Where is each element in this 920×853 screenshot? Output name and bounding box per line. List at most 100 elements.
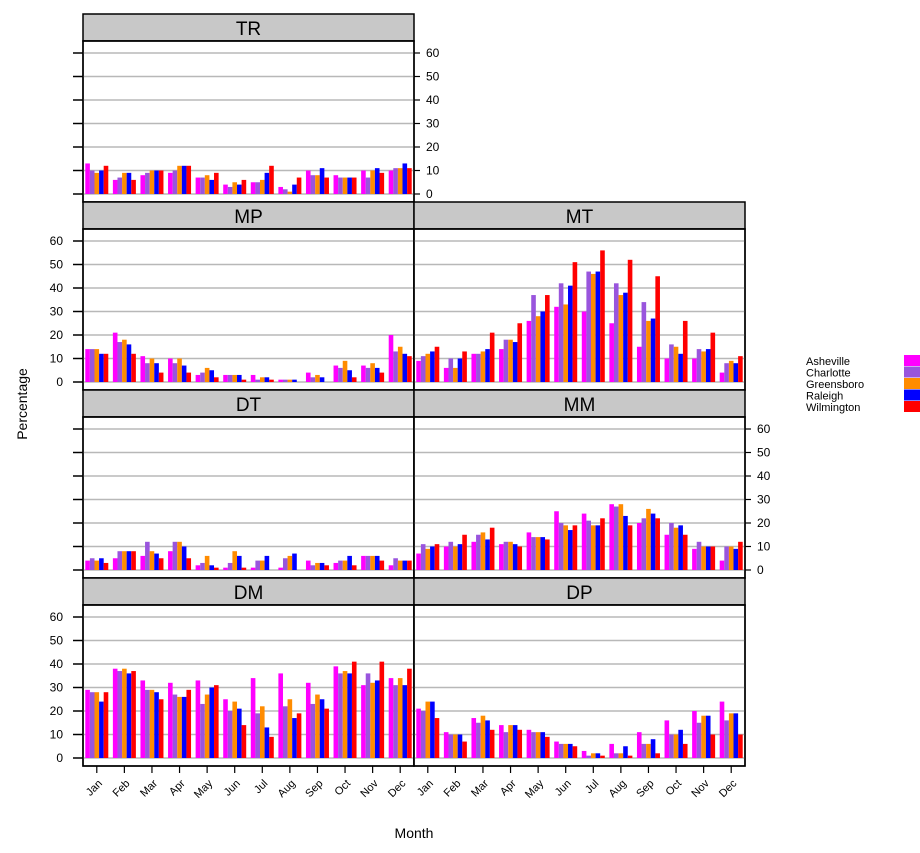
legend-label: Wilmington [806,402,860,414]
y-tick-label-right: 10 [426,164,440,178]
bar-DP-Apr-Greensboro [508,725,513,758]
bar-MM-Oct-Asheville [664,534,670,570]
bar-MT-Dec-Raleigh [733,363,739,382]
bar-MP-Apr-Wilmington [186,372,192,382]
x-tick-label: May [523,777,547,801]
panel-frame [82,40,415,203]
y-tick-label: 40 [50,281,64,295]
bar-DT-Nov-Charlotte [365,555,371,570]
bar-MT-Jan-Asheville [416,360,421,382]
bar-MT-Jun-Charlotte [558,283,564,382]
bar-TR-Jul-Raleigh [264,172,270,194]
bar-DP-May-Charlotte [531,732,536,758]
bar-DM-Feb-Charlotte [117,671,123,758]
bar-DM-May-Raleigh [209,687,215,758]
bar-MM-Dec-Asheville [719,560,725,570]
bar-TR-May-Wilmington [214,172,219,194]
bar-MT-Aug-Asheville [609,323,614,382]
bar-MT-Sep-Wilmington [655,276,660,382]
bar-MM-Jan-Asheville [416,553,421,570]
bar-MT-Jul-Charlotte [586,271,591,382]
bar-MP-Mar-Greensboro [149,358,155,382]
bar-DT-Mar-Wilmington [158,558,164,570]
y-tick-label: 30 [50,681,64,695]
bar-TR-Apr-Asheville [168,172,173,194]
bar-MM-May-Greensboro [535,537,541,570]
bar-MT-Apr-Asheville [499,349,504,382]
bar-DT-Oct-Greensboro [342,560,348,570]
bar-MP-Sep-Charlotte [310,377,316,382]
bar-DP-Oct-Wilmington [682,743,688,758]
bar-DT-Feb-Asheville [112,558,118,570]
bar-DP-Sep-Greensboro [646,743,651,758]
bar-MM-Jun-Wilmington [572,525,578,570]
x-tick-label: Mar [138,777,160,799]
bar-MP-Nov-Asheville [361,365,366,382]
bar-TR-Jan-Raleigh [99,170,104,194]
bar-DP-Jul-Greensboro [590,753,596,758]
bar-DP-Dec-Wilmington [738,734,743,758]
bar-DT-Nov-Wilmington [379,560,385,570]
panel-title: DM [234,583,264,604]
bar-MP-Nov-Greensboro [370,363,375,382]
bar-MT-Jul-Asheville [581,311,587,382]
bar-TR-Sep-Wilmington [324,177,329,194]
bar-MM-Nov-Greensboro [701,546,706,570]
bar-MM-Apr-Greensboro [508,541,513,570]
bar-DT-May-Charlotte [200,562,205,570]
bar-DM-Mar-Charlotte [145,689,150,758]
bar-MT-Nov-Asheville [692,358,697,382]
bar-MM-Apr-Wilmington [517,546,523,570]
panel-frame [82,604,415,767]
bar-MP-Jul-Wilmington [269,379,274,382]
bar-MM-Oct-Raleigh [678,525,683,570]
bar-MM-Sep-Greensboro [646,508,651,570]
bar-DM-Jun-Greensboro [232,701,238,758]
bar-DM-Nov-Charlotte [365,673,371,758]
bar-TR-Mar-Charlotte [145,172,150,194]
bar-DT-Jul-Asheville [250,567,256,570]
bar-MT-Jul-Wilmington [600,250,605,382]
bar-DM-May-Greensboro [204,694,210,758]
bar-MP-May-Wilmington [214,377,219,382]
bar-TR-May-Charlotte [200,177,205,194]
bar-DM-Sep-Asheville [305,682,311,758]
bar-MP-Apr-Charlotte [172,363,178,382]
bar-MP-Sep-Asheville [305,372,311,382]
bar-MP-Nov-Raleigh [374,367,380,382]
panel-title: MP [234,207,263,228]
y-tick-label: 60 [50,610,64,624]
bar-MT-Nov-Raleigh [705,349,711,382]
bar-MM-Jun-Charlotte [558,523,564,570]
bar-DM-Aug-Asheville [278,673,283,758]
bar-MP-Sep-Greensboro [315,374,320,382]
bar-MP-Feb-Asheville [112,332,118,382]
bar-DM-Aug-Charlotte [282,706,288,758]
bar-DP-Oct-Charlotte [669,734,674,758]
y-tick-label-right: 20 [426,140,440,154]
bar-MM-Dec-Wilmington [738,541,743,570]
bar-MP-Jun-Charlotte [227,374,233,382]
bar-MT-Oct-Asheville [664,358,670,382]
bar-MM-Jul-Raleigh [595,525,601,570]
bar-MP-Oct-Charlotte [338,367,343,382]
bar-TR-Oct-Charlotte [338,177,343,194]
bar-MT-Sep-Charlotte [641,302,647,382]
bar-MM-Sep-Charlotte [641,518,647,570]
bar-DP-May-Asheville [526,729,532,758]
bar-DP-Jan-Charlotte [420,711,426,758]
bar-DP-Mar-Charlotte [476,722,481,758]
y-tick-label: 10 [50,352,64,366]
bar-MT-Jun-Asheville [554,306,559,382]
bar-DP-Oct-Raleigh [678,729,683,758]
bar-MT-Jan-Wilmington [434,346,440,382]
bar-MP-Aug-Charlotte [282,379,288,382]
bar-DM-Nov-Greensboro [370,682,375,758]
bar-DP-Jun-Charlotte [558,743,564,758]
bar-DT-Sep-Charlotte [310,565,316,570]
bar-TR-Jan-Asheville [85,163,90,194]
bar-DP-Feb-Greensboro [453,734,458,758]
x-tick-label: Oct [333,778,354,799]
bar-TR-Dec-Wilmington [407,168,412,194]
